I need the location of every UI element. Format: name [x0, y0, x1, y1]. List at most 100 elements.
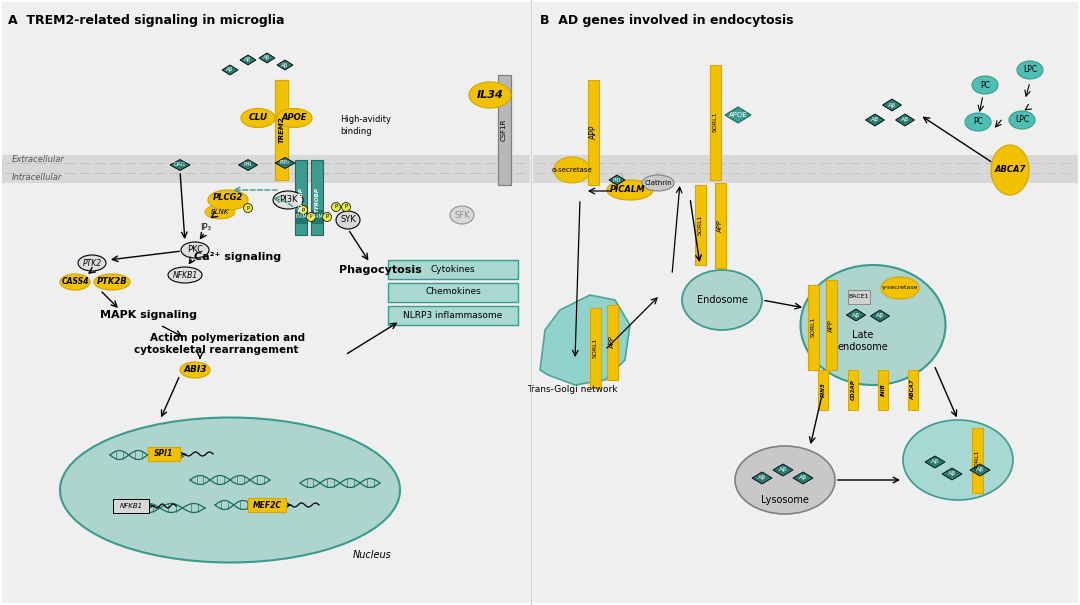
Text: CD2AP: CD2AP: [851, 379, 855, 401]
Text: TREM2: TREM2: [279, 117, 284, 143]
Bar: [818, 370, 828, 410]
Ellipse shape: [554, 157, 590, 183]
Text: PICALM: PICALM: [610, 186, 646, 194]
Ellipse shape: [323, 212, 332, 221]
Text: INIB: INIB: [880, 384, 886, 396]
Ellipse shape: [469, 82, 511, 108]
Text: binding: binding: [340, 128, 372, 137]
Bar: [696, 185, 706, 265]
Text: TYROBP: TYROBP: [298, 188, 303, 212]
Text: γ-secretase: γ-secretase: [881, 286, 918, 290]
Text: A  TREM2-related signaling in microglia: A TREM2-related signaling in microglia: [8, 14, 284, 27]
Bar: [388, 306, 518, 325]
Bar: [312, 210, 322, 223]
Text: PI3K: PI3K: [279, 195, 297, 204]
Bar: [972, 428, 983, 493]
Polygon shape: [540, 295, 630, 385]
Text: SPI1: SPI1: [154, 450, 174, 459]
Text: SORL1: SORL1: [810, 317, 815, 337]
Text: ABCA7: ABCA7: [910, 380, 916, 401]
Ellipse shape: [243, 203, 253, 212]
Text: SYK: SYK: [340, 215, 356, 224]
Bar: [2, 155, 530, 183]
Text: Aβ: Aβ: [227, 68, 233, 73]
Ellipse shape: [966, 113, 991, 131]
Ellipse shape: [1017, 61, 1043, 79]
Text: PTK2B: PTK2B: [97, 278, 127, 287]
Bar: [908, 370, 918, 410]
Text: PKC: PKC: [187, 246, 203, 255]
Ellipse shape: [273, 191, 303, 209]
Ellipse shape: [181, 242, 210, 258]
Polygon shape: [239, 160, 257, 171]
Text: P: P: [335, 204, 338, 209]
Bar: [148, 447, 180, 461]
Text: Aβ: Aβ: [244, 57, 252, 62]
Text: PIR: PIR: [612, 177, 621, 183]
Text: Aβ: Aβ: [852, 313, 860, 318]
Ellipse shape: [60, 274, 90, 290]
Ellipse shape: [1009, 111, 1035, 129]
Text: Aβ: Aβ: [758, 476, 766, 480]
Polygon shape: [170, 160, 190, 171]
Bar: [534, 155, 1078, 183]
Text: Late: Late: [852, 330, 874, 340]
Text: CSF1R: CSF1R: [501, 119, 507, 141]
Bar: [248, 498, 286, 512]
Ellipse shape: [991, 145, 1029, 195]
Text: Aβ: Aβ: [264, 56, 271, 60]
Bar: [848, 290, 870, 304]
Text: Intracellular: Intracellular: [12, 172, 63, 182]
Polygon shape: [240, 55, 256, 65]
Text: SORL1: SORL1: [593, 338, 597, 358]
Text: CASS4: CASS4: [62, 278, 89, 287]
Polygon shape: [752, 472, 772, 484]
Ellipse shape: [298, 206, 308, 215]
Text: Aβ: Aβ: [931, 460, 940, 465]
Ellipse shape: [450, 206, 474, 224]
Text: ABCA7: ABCA7: [995, 166, 1026, 174]
Text: APP: APP: [589, 125, 597, 139]
Ellipse shape: [94, 274, 130, 290]
Bar: [534, 2, 1078, 603]
Text: Cytokines: Cytokines: [431, 264, 475, 273]
Text: PC: PC: [973, 117, 983, 126]
Text: P: P: [345, 204, 348, 209]
Text: IL34: IL34: [476, 90, 503, 100]
Bar: [2, 2, 530, 603]
Ellipse shape: [903, 420, 1013, 500]
Polygon shape: [222, 65, 238, 75]
Text: Aβ: Aβ: [876, 313, 885, 318]
Bar: [388, 260, 518, 279]
Text: APP: APP: [717, 218, 723, 232]
Ellipse shape: [307, 212, 315, 221]
Text: CLU: CLU: [248, 114, 268, 122]
Ellipse shape: [60, 417, 400, 563]
Text: PC: PC: [980, 80, 990, 90]
Polygon shape: [725, 107, 751, 123]
Text: Clathrin: Clathrin: [644, 180, 672, 186]
Text: P: P: [325, 215, 328, 220]
Ellipse shape: [607, 180, 653, 200]
Text: NFKB1: NFKB1: [173, 270, 198, 280]
Bar: [848, 370, 858, 410]
Ellipse shape: [78, 255, 106, 271]
Text: IP₃: IP₃: [201, 223, 212, 232]
Text: SORL1: SORL1: [698, 215, 702, 235]
Polygon shape: [870, 310, 890, 322]
Text: Aβ: Aβ: [799, 476, 807, 480]
Bar: [607, 305, 618, 380]
Bar: [296, 210, 306, 223]
Text: P: P: [309, 215, 312, 220]
Text: Aβ: Aβ: [976, 468, 984, 473]
Text: MEF2C: MEF2C: [253, 500, 282, 509]
Text: BLNK: BLNK: [211, 209, 229, 215]
Polygon shape: [259, 53, 275, 63]
Polygon shape: [924, 456, 945, 468]
Polygon shape: [275, 157, 295, 169]
Text: PIR: PIR: [244, 163, 253, 168]
Bar: [588, 80, 599, 185]
Text: Nucleus: Nucleus: [353, 550, 391, 560]
Polygon shape: [276, 60, 293, 70]
Text: PTK2: PTK2: [82, 258, 102, 267]
